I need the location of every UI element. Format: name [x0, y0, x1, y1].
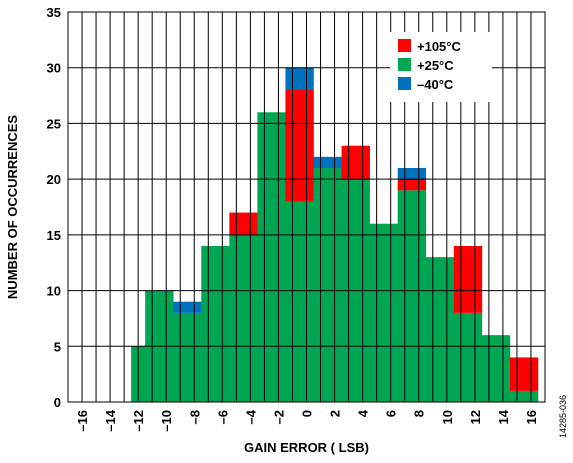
x-tick-label: –16 [75, 410, 90, 432]
x-tick-label: 16 [524, 410, 539, 424]
y-axis-title: NUMBER OF OCCURRENCES [5, 115, 20, 300]
plot-frame [67, 11, 546, 403]
x-tick-label: 10 [440, 410, 455, 424]
y-axis-ticks: 0 5 10 15 20 25 30 35 [47, 5, 61, 410]
x-tick-label: –10 [159, 410, 174, 432]
y-tick-label: 5 [54, 339, 61, 354]
gridlines [68, 12, 545, 402]
x-tick-label: 8 [412, 410, 427, 417]
legend-swatch [398, 58, 411, 71]
y-tick-label: 10 [47, 284, 61, 299]
x-tick-label: –2 [271, 410, 286, 424]
y-tick-label: 35 [47, 5, 61, 20]
x-tick-label: 0 [300, 410, 315, 417]
legend-label: –40°C [417, 77, 454, 92]
y-tick-label: 20 [47, 172, 61, 187]
x-tick-label: –6 [215, 410, 230, 424]
y-tick-label: 25 [47, 116, 61, 131]
y-tick-label: 15 [47, 228, 61, 243]
x-axis-title: GAIN ERROR ( LSB) [244, 440, 369, 455]
y-tick-label: 0 [54, 395, 61, 410]
x-tick-label: 2 [328, 410, 343, 417]
x-tick-label: –12 [131, 410, 146, 432]
legend-label: +25°C [417, 58, 454, 73]
x-tick-label: 12 [468, 410, 483, 424]
y-tick-label: 30 [47, 61, 61, 76]
x-tick-label: 4 [356, 409, 371, 417]
x-tick-label: 14 [496, 409, 511, 424]
figure-id: 14285-036 [558, 395, 568, 438]
x-axis-ticks: –16 –14 –12 –10 –8 –6 –4 –2 0 2 4 6 8 10 12 14 16 [75, 409, 539, 431]
legend-swatch [398, 39, 411, 52]
x-tick-label: –14 [103, 409, 118, 431]
x-tick-label: –4 [243, 409, 258, 424]
x-tick-label: 6 [384, 410, 399, 417]
x-tick-label: –8 [187, 410, 202, 424]
legend-label: +105°C [417, 39, 461, 54]
legend-swatch [398, 77, 411, 90]
legend: +105°C +25°C –40°C [390, 32, 492, 102]
